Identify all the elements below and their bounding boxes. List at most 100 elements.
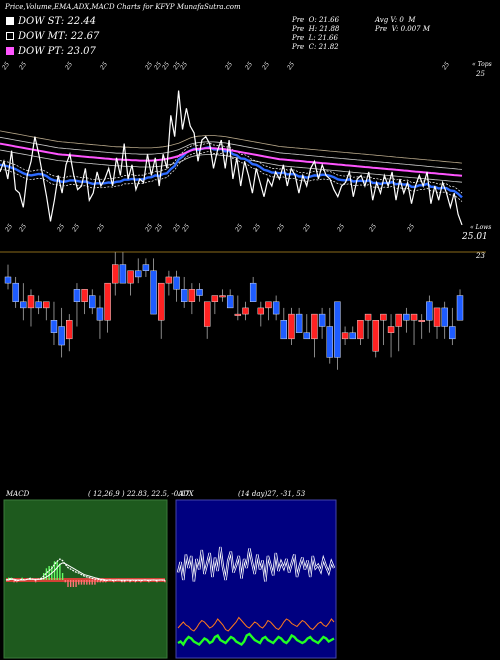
candle-body-8 xyxy=(66,320,73,340)
candle-body-49 xyxy=(380,313,387,321)
candle-body-37 xyxy=(288,313,295,340)
bottom-date-tick-15: 25 xyxy=(405,223,416,234)
candle-body-20 xyxy=(158,282,165,321)
candle-body-30 xyxy=(234,313,242,316)
ohlc-close: Pre C: 21.82 xyxy=(292,43,339,51)
candle-body-43 xyxy=(334,301,341,358)
macd-zero-band xyxy=(6,578,165,582)
price-close-line xyxy=(0,90,463,226)
top-date-tick-2: 25 xyxy=(63,61,74,72)
dow-mt-swatch xyxy=(6,32,14,40)
candle-body-23 xyxy=(181,289,188,302)
adx-orange-line xyxy=(177,616,335,632)
candle-body-53 xyxy=(410,313,418,321)
top-date-tick-9: 25 xyxy=(223,61,234,72)
dow-pt-label: DOW PT: 23.07 xyxy=(18,46,96,57)
ohlc-low: Pre L: 21.66 xyxy=(292,34,338,42)
dow-st-legend: DOW ST: 22.44 xyxy=(6,16,96,27)
dow-pt-swatch xyxy=(6,47,14,55)
top-date-tick-3: 25 xyxy=(98,61,109,72)
candle-body-50 xyxy=(387,326,395,333)
candle-body-11 xyxy=(89,295,96,309)
bottom-date-tick-7: 25 xyxy=(171,223,182,234)
candle-body-9 xyxy=(73,289,81,302)
dow-st-swatch xyxy=(6,17,14,25)
lows-label: « Lows xyxy=(470,224,492,231)
candle-body-16 xyxy=(127,270,134,284)
top-date-tick-1: 25 xyxy=(17,61,28,72)
candle-body-3 xyxy=(27,295,35,309)
candle-body-32 xyxy=(249,282,257,302)
candle-body-10 xyxy=(81,289,88,302)
dow-mt-label: DOW MT: 22.67 xyxy=(18,31,100,42)
candle-body-35 xyxy=(272,301,280,315)
candle-body-41 xyxy=(318,313,326,327)
bottom-date-tick-11: 25 xyxy=(275,223,286,234)
candle-body-39 xyxy=(303,332,310,340)
ema-band-line-2 xyxy=(0,130,463,164)
top-date-tick-6: 25 xyxy=(160,61,171,72)
bottom-date-tick-9: 25 xyxy=(233,223,244,234)
bottom-date-tick-6: 25 xyxy=(153,223,164,234)
bottom-date-tick-12: 25 xyxy=(301,223,312,234)
tops-label: « Tops xyxy=(472,61,492,68)
prev-volume: Pre V: 0.007 M xyxy=(375,25,431,33)
candle-body-47 xyxy=(364,313,372,321)
candle-body-7 xyxy=(58,326,65,346)
candle-body-14 xyxy=(112,264,119,284)
candle-body-4 xyxy=(35,301,42,309)
bottom-date-tick-3: 25 xyxy=(70,223,81,234)
price-ema-lines xyxy=(0,90,463,226)
adx-white-inner xyxy=(177,546,335,582)
candle-body-29 xyxy=(226,295,234,309)
bottom-date-tick-8: 25 xyxy=(180,223,191,234)
candle-body-40 xyxy=(311,313,318,340)
candle-body-34 xyxy=(265,301,272,309)
candle-body-56 xyxy=(433,307,441,327)
candle-body-24 xyxy=(188,289,196,302)
top-date-tick-5: 25 xyxy=(152,61,163,72)
candle-body-26 xyxy=(203,301,211,327)
top-date-tick-4: 25 xyxy=(143,61,154,72)
top-date-tick-10: 25 xyxy=(243,61,254,72)
bottom-date-tick-1: 25 xyxy=(17,223,28,234)
candle-body-6 xyxy=(50,320,58,333)
macd-params: ( 12,26,9 ) 22.83, 22.5, -0.17 xyxy=(88,490,190,498)
adx-params: (14 day)27, -31, 53 xyxy=(238,490,306,498)
bottom-date-tick-0: 25 xyxy=(3,223,14,234)
candle-body-2 xyxy=(20,301,27,309)
top-date-tick-7: 25 xyxy=(171,61,182,72)
candle-body-25 xyxy=(196,289,203,296)
bottom-date-tick-4: 25 xyxy=(95,223,106,234)
candle-body-57 xyxy=(441,307,448,327)
candle-body-0 xyxy=(4,276,12,284)
bottom-date-tick-10: 25 xyxy=(251,223,262,234)
candle-right-label: 23 xyxy=(476,252,485,260)
candlesticks xyxy=(4,252,464,370)
top-date-tick-0: 25 xyxy=(0,61,11,72)
candle-body-55 xyxy=(426,301,433,321)
adx-panel-bg xyxy=(175,499,337,659)
macd-label: MACD xyxy=(6,490,30,498)
candle-body-38 xyxy=(295,313,303,333)
macd-line xyxy=(5,558,166,582)
top-date-tick-8: 25 xyxy=(178,61,189,72)
candle-body-33 xyxy=(257,307,265,315)
candle-body-59 xyxy=(456,295,464,321)
dow-pt-legend: DOW PT: 23.07 xyxy=(6,46,96,57)
candle-body-46 xyxy=(357,320,364,340)
lows-value: 25.01 xyxy=(462,232,488,242)
candle-body-28 xyxy=(219,295,226,298)
top-date-tick-12: 25 xyxy=(285,61,296,72)
ema-blue-line xyxy=(0,145,463,199)
candle-body-18 xyxy=(142,264,150,271)
ohlc-open: Pre O: 21.66 xyxy=(292,16,340,24)
candle-body-54 xyxy=(418,320,425,322)
bottom-date-tick-2: 25 xyxy=(55,223,66,234)
candle-body-12 xyxy=(96,307,104,321)
candle-body-44 xyxy=(341,332,349,340)
candle-body-13 xyxy=(104,282,111,321)
candle-body-27 xyxy=(211,295,219,302)
